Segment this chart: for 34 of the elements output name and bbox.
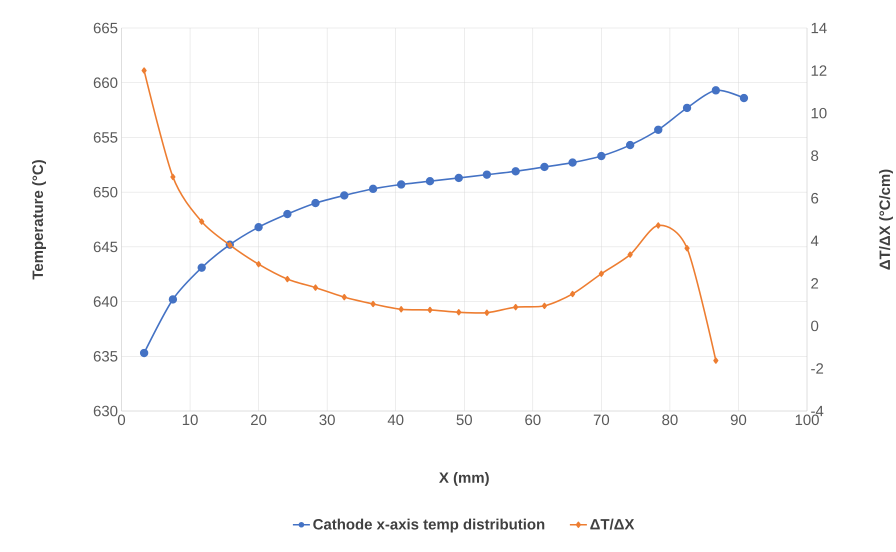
y2-tick-label: 0	[811, 320, 818, 332]
y-axis-title: Temperature (°C)	[32, 160, 46, 280]
x-axis-title: X (mm)	[439, 472, 489, 486]
y-tick-label: 665	[94, 22, 118, 34]
x-tick-label: 30	[319, 414, 335, 426]
x-tick-label: 70	[594, 414, 610, 426]
y2-tick-label: 14	[812, 22, 827, 34]
y-tick-label: 655	[94, 132, 118, 143]
x-tick-label: 0	[118, 414, 126, 426]
x-tick-label: 60	[525, 414, 541, 426]
y2-tick-label: 4	[810, 236, 818, 246]
y2-tick-label: 12	[812, 65, 826, 76]
x-tick-label: 20	[251, 414, 266, 426]
y2-tick-label: 2	[811, 278, 818, 289]
y-tick-label: 645	[94, 242, 118, 252]
y-tick-label: 650	[94, 186, 118, 198]
legend-label: Cathode x-axis temp distribution	[313, 518, 544, 533]
x-tick-label: 80	[662, 414, 678, 426]
x-tick-label: 10	[182, 414, 198, 426]
y2-tick-label: -4	[811, 406, 824, 416]
y2-tick-label: 6	[811, 192, 818, 204]
y-tick-label: 635	[94, 350, 118, 362]
x-tick-label: 50	[456, 414, 472, 426]
y-tick-label: 640	[94, 296, 118, 307]
y2-tick-label: 10	[812, 108, 827, 118]
x-tick-label: 90	[730, 414, 746, 426]
x-tick-label: 40	[388, 414, 404, 426]
legend-label: ΔT/ΔX	[590, 518, 634, 530]
y-tick-label: 630	[94, 406, 118, 416]
x-tick-label: 100	[796, 414, 819, 426]
y-tick-label: 660	[94, 77, 118, 88]
y2-tick-label: 8	[811, 150, 818, 161]
y2-tick-label: -2	[811, 363, 824, 374]
y2-axis-title: ΔT/ΔX (°C/cm)	[879, 170, 894, 270]
